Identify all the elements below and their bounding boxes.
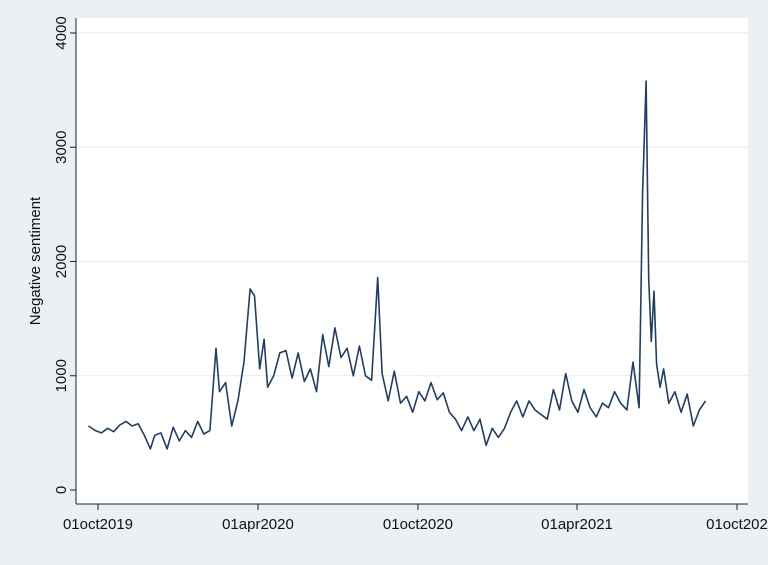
x-tick-label: 01apr2021 [541,516,613,533]
series [87,80,707,450]
y-tick-label: 2000 [53,245,70,278]
x-tick-label: 01oct2019 [63,516,133,533]
x-tick-label: 01oct202 [706,516,768,533]
y-tick-label: 0 [53,486,70,494]
y-ticks: 0 1000 2000 3000 4000 [53,16,76,494]
y-axis-label: Negative sentiment [27,196,44,325]
series-line [87,80,707,450]
y-tick-label: 3000 [53,131,70,164]
x-ticks: 01oct2019 01apr2020 01oct2020 01apr2021 01oc… [63,504,768,533]
gridlines [76,32,748,377]
x-tick-label: 01oct2020 [383,516,453,533]
x-tick-label: 01apr2020 [222,516,294,533]
y-tick-label: 1000 [53,359,70,392]
y-tick-label: 4000 [53,16,70,49]
